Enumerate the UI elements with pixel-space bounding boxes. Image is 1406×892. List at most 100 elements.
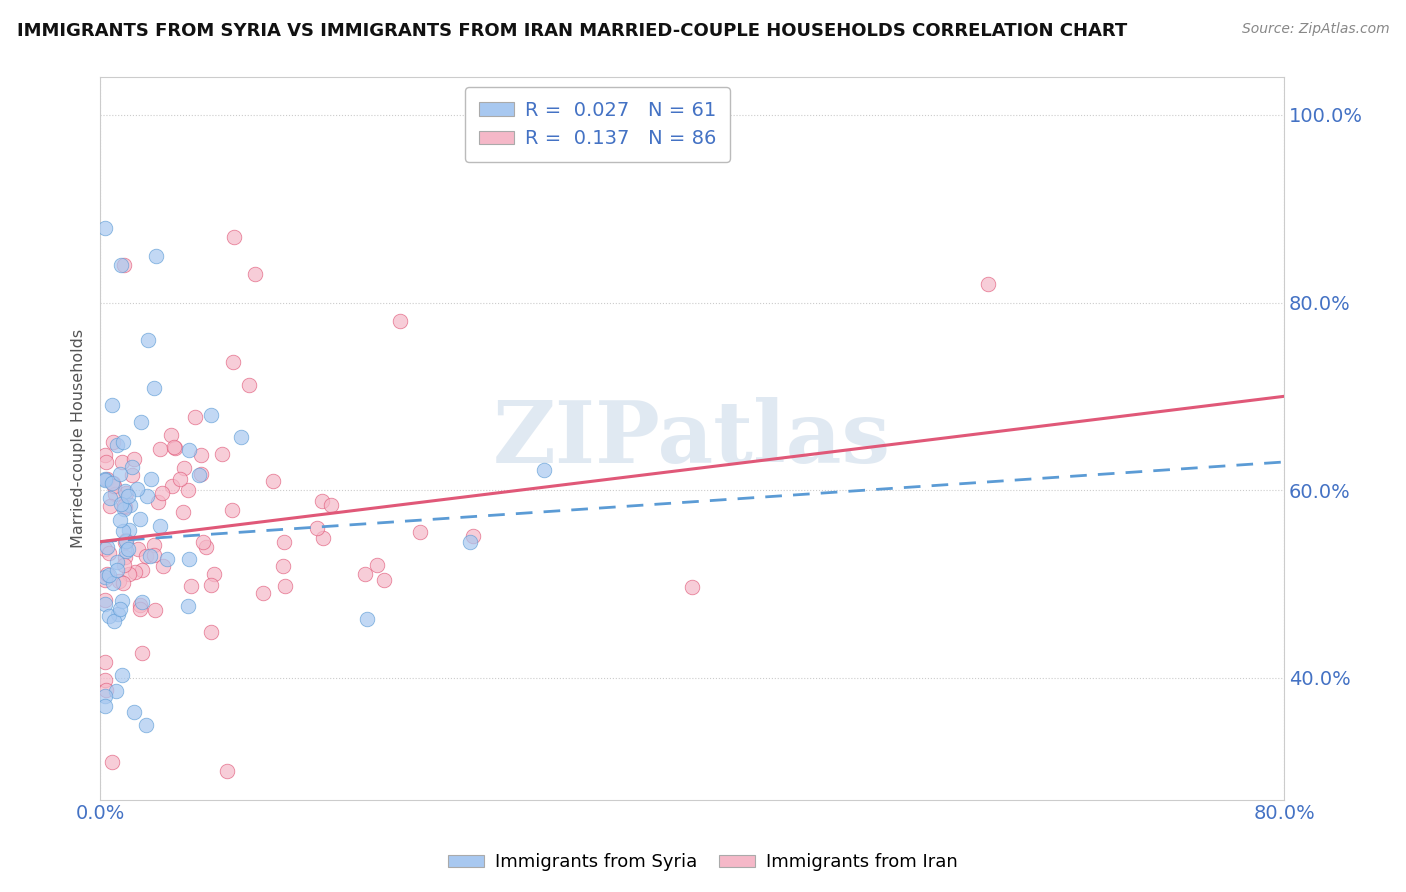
Point — [177, 599, 200, 613]
Point — [112, 524, 135, 538]
Point — [211, 447, 233, 461]
Point — [408, 524, 430, 539]
Point — [162, 479, 184, 493]
Point — [136, 333, 159, 347]
Legend: R =  0.027   N = 61, R =  0.137   N = 86: R = 0.027 N = 61, R = 0.137 N = 86 — [465, 87, 730, 162]
Point — [146, 495, 169, 509]
Point — [243, 268, 266, 282]
Point — [114, 535, 136, 549]
Point — [96, 683, 118, 698]
Point — [271, 558, 294, 573]
Point — [169, 472, 191, 486]
Point — [321, 498, 343, 512]
Point — [131, 595, 153, 609]
Point — [142, 548, 165, 562]
Point — [977, 277, 1000, 291]
Legend: Immigrants from Syria, Immigrants from Iran: Immigrants from Syria, Immigrants from I… — [441, 847, 965, 879]
Point — [114, 533, 136, 548]
Point — [93, 472, 115, 486]
Point — [97, 567, 120, 582]
Point — [94, 473, 117, 487]
Point — [93, 220, 115, 235]
Point — [152, 558, 174, 573]
Point — [222, 355, 245, 369]
Point — [93, 448, 115, 462]
Point — [111, 455, 134, 469]
Point — [105, 438, 128, 452]
Point — [366, 558, 388, 573]
Point — [93, 656, 115, 670]
Point — [115, 485, 138, 500]
Point — [156, 551, 179, 566]
Point — [128, 511, 150, 525]
Point — [177, 442, 200, 457]
Point — [188, 468, 211, 483]
Point — [104, 487, 127, 501]
Point — [172, 505, 194, 519]
Point — [115, 543, 138, 558]
Point — [122, 706, 145, 720]
Point — [96, 472, 118, 486]
Point — [117, 542, 139, 557]
Point — [143, 603, 166, 617]
Point — [110, 601, 132, 615]
Point — [93, 690, 115, 704]
Point — [307, 521, 329, 535]
Point — [112, 499, 135, 513]
Point — [129, 602, 152, 616]
Point — [117, 489, 139, 503]
Point — [373, 573, 395, 587]
Point — [98, 499, 121, 513]
Point — [115, 533, 138, 547]
Point — [461, 529, 484, 543]
Point — [114, 550, 136, 565]
Point — [150, 486, 173, 500]
Point — [681, 581, 703, 595]
Point — [145, 249, 167, 263]
Point — [311, 493, 333, 508]
Text: ZIPatlas: ZIPatlas — [494, 397, 891, 481]
Point — [94, 455, 117, 469]
Point — [149, 442, 172, 457]
Point — [108, 574, 131, 589]
Point — [101, 434, 124, 449]
Point — [159, 427, 181, 442]
Point — [458, 534, 481, 549]
Point — [93, 597, 115, 611]
Point — [105, 555, 128, 569]
Point — [93, 569, 115, 583]
Point — [111, 594, 134, 608]
Point — [121, 468, 143, 483]
Point — [149, 519, 172, 533]
Point — [194, 541, 217, 555]
Point — [142, 538, 165, 552]
Point — [173, 461, 195, 475]
Point — [98, 491, 121, 505]
Point — [93, 698, 115, 713]
Y-axis label: Married-couple Households: Married-couple Households — [72, 329, 86, 548]
Point — [108, 467, 131, 481]
Point — [202, 567, 225, 582]
Point — [191, 535, 214, 549]
Point — [93, 593, 115, 607]
Point — [139, 549, 162, 563]
Point — [93, 673, 115, 688]
Point — [129, 415, 152, 429]
Point — [112, 558, 135, 572]
Point — [105, 563, 128, 577]
Point — [141, 472, 163, 486]
Point — [107, 607, 129, 622]
Point — [273, 534, 295, 549]
Point — [127, 541, 149, 556]
Point — [231, 430, 253, 444]
Point — [103, 475, 125, 490]
Point — [177, 483, 200, 498]
Text: IMMIGRANTS FROM SYRIA VS IMMIGRANTS FROM IRAN MARRIED-COUPLE HOUSEHOLDS CORRELAT: IMMIGRANTS FROM SYRIA VS IMMIGRANTS FROM… — [17, 22, 1128, 40]
Point — [273, 579, 295, 593]
Point — [252, 585, 274, 599]
Point — [128, 599, 150, 613]
Point — [238, 378, 260, 392]
Point — [108, 513, 131, 527]
Point — [356, 612, 378, 626]
Point — [118, 523, 141, 537]
